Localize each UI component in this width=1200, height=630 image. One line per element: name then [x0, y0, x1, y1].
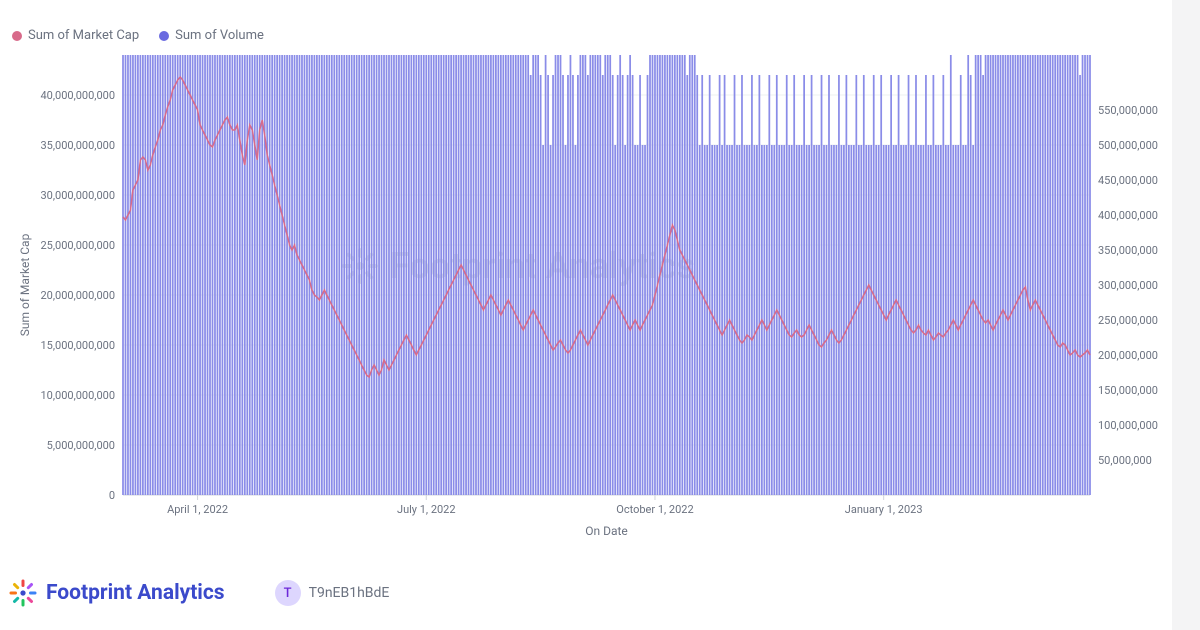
svg-text:January 1, 2023: January 1, 2023: [845, 503, 923, 516]
svg-text:400,000,000: 400,000,000: [1098, 209, 1158, 222]
svg-text:250,000,000: 250,000,000: [1098, 314, 1158, 327]
chart-legend: Sum of Market Cap Sum of Volume: [12, 28, 264, 43]
legend-marker-volume: [159, 31, 169, 41]
legend-marker-marketcap: [12, 31, 22, 41]
svg-text:Sum of Market Cap: Sum of Market Cap: [18, 233, 32, 336]
svg-text:100,000,000: 100,000,000: [1098, 419, 1158, 432]
svg-text:20,000,000,000: 20,000,000,000: [41, 289, 116, 302]
svg-text:0: 0: [109, 489, 115, 502]
legend-label-volume: Sum of Volume: [175, 28, 264, 43]
brand-icon: [8, 578, 38, 608]
svg-text:25,000,000,000: 25,000,000,000: [41, 239, 116, 252]
brand[interactable]: Footprint Analytics: [8, 578, 225, 608]
svg-text:15,000,000,000: 15,000,000,000: [41, 339, 116, 352]
svg-text:450,000,000: 450,000,000: [1098, 174, 1158, 187]
legend-item-marketcap[interactable]: Sum of Market Cap: [12, 28, 139, 43]
svg-text:April 1, 2022: April 1, 2022: [167, 503, 228, 516]
svg-text:150,000,000: 150,000,000: [1098, 384, 1158, 397]
svg-text:300,000,000: 300,000,000: [1098, 279, 1158, 292]
svg-text:40,000,000,000: 40,000,000,000: [41, 89, 116, 102]
user-avatar: T: [275, 580, 301, 606]
legend-item-volume[interactable]: Sum of Volume: [159, 28, 264, 43]
legend-label-marketcap: Sum of Market Cap: [28, 28, 139, 43]
user-chip[interactable]: T T9nEB1hBdE: [275, 580, 390, 606]
brand-text: Footprint Analytics: [46, 581, 225, 605]
svg-text:550,000,000: 550,000,000: [1098, 104, 1158, 117]
svg-text:October 1, 2022: October 1, 2022: [616, 503, 693, 516]
svg-text:On Date: On Date: [585, 524, 628, 538]
chart-svg: 0 5,000,000,000 10,000,000,000 15,000,000,0…: [15, 55, 1165, 545]
footer: Footprint Analytics T T9nEB1hBdE: [8, 578, 389, 608]
chart-area: 0 5,000,000,000 10,000,000,000 15,000,000,0…: [15, 55, 1165, 545]
svg-text:50,000,000: 50,000,000: [1098, 454, 1152, 467]
svg-text:10,000,000,000: 10,000,000,000: [41, 389, 116, 402]
user-id: T9nEB1hBdE: [309, 585, 390, 601]
svg-text:500,000,000: 500,000,000: [1098, 139, 1158, 152]
svg-text:200,000,000: 200,000,000: [1098, 349, 1158, 362]
right-gutter: [1172, 0, 1200, 630]
svg-text:30,000,000,000: 30,000,000,000: [41, 189, 116, 202]
svg-text:5,000,000,000: 5,000,000,000: [47, 439, 115, 452]
svg-text:35,000,000,000: 35,000,000,000: [41, 139, 116, 152]
svg-text:350,000,000: 350,000,000: [1098, 244, 1158, 257]
svg-text:July 1, 2022: July 1, 2022: [397, 503, 456, 516]
